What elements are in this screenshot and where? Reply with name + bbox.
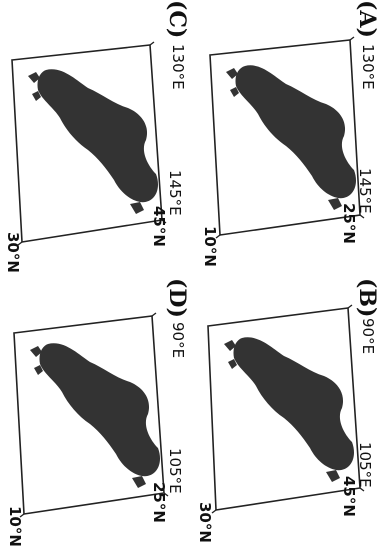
tick-marks <box>19 312 169 518</box>
lat-label-top: 45°N <box>340 476 358 517</box>
land-mass <box>39 343 161 477</box>
lat-label-top: 25°N <box>150 482 168 523</box>
panel-label: (A) <box>354 0 380 38</box>
lon-label-left: 130°E <box>359 44 377 90</box>
land-mass <box>235 65 357 199</box>
tick-marks <box>215 36 365 239</box>
land-mass <box>233 337 355 471</box>
map-c <box>11 41 167 246</box>
lat-label-bottom: 30°N <box>4 232 22 273</box>
lon-label-right: 105°E <box>356 442 374 488</box>
panel-d: (D) 90°E 105°E 25°N 10°N <box>0 278 190 555</box>
panel-b: (B) 90°E 105°E 45°N 30°N <box>190 278 380 555</box>
lat-label-top: 45°N <box>150 206 168 247</box>
lat-label-bottom: 10°N <box>201 226 219 267</box>
lon-label-right: 105°E <box>166 448 184 494</box>
land-mass <box>37 69 159 203</box>
lat-label-bottom: 30°N <box>196 502 214 543</box>
map-d <box>13 312 169 518</box>
lon-label-left: 90°E <box>359 318 377 355</box>
lon-label-right: 145°E <box>166 170 184 216</box>
panel-c: (C) 130°E 145°E 45°N 30°N <box>0 0 190 277</box>
lon-label-left: 130°E <box>169 44 187 90</box>
tick-marks <box>211 304 365 514</box>
panel-label: (B) <box>354 278 380 318</box>
lon-label-left: 90°E <box>169 322 187 359</box>
panel-a: (A) 130°E 145°E 25°N 10°N <box>190 0 380 277</box>
lon-label-right: 145°E <box>356 168 374 214</box>
panel-label: (D) <box>164 278 190 318</box>
map-b <box>207 304 365 514</box>
lat-label-top: 25°N <box>340 203 358 244</box>
tick-marks <box>17 41 167 246</box>
lat-label-bottom: 10°N <box>6 506 24 547</box>
panel-label: (C) <box>164 0 190 39</box>
map-a <box>209 36 365 239</box>
